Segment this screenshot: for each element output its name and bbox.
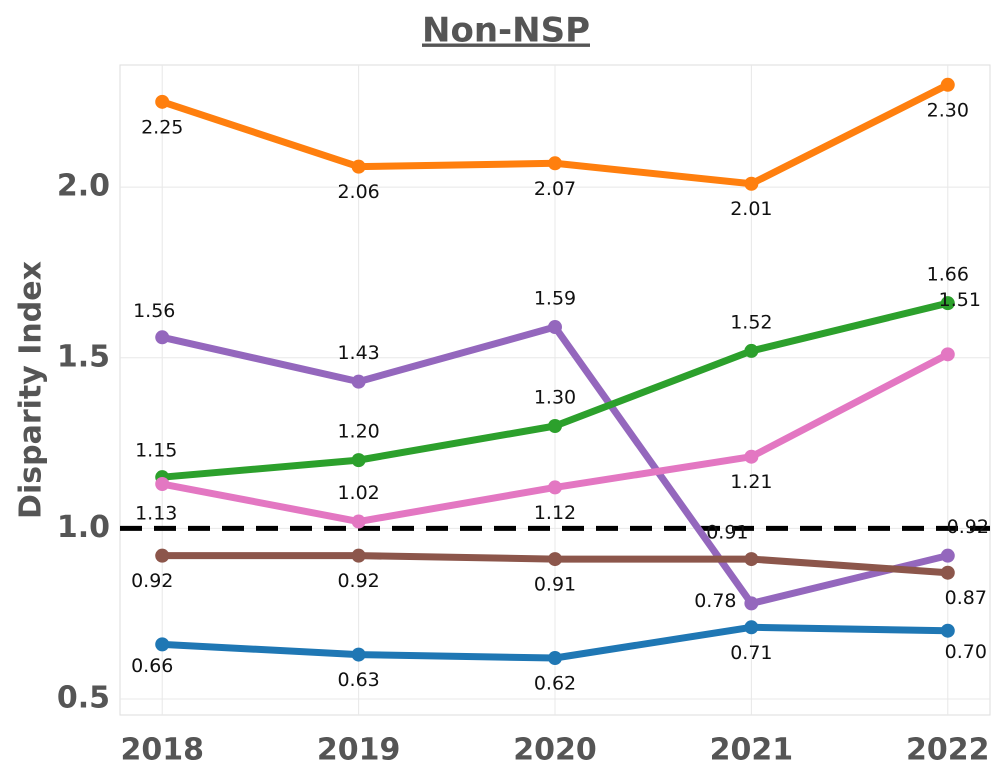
point (940, 548, 955, 563)
value-label: 0.91 (534, 574, 576, 596)
point (940, 623, 955, 638)
point (940, 77, 955, 92)
point (155, 94, 170, 109)
point (940, 296, 955, 311)
point (744, 449, 759, 464)
point (155, 330, 170, 345)
value-label: 1.30 (534, 386, 576, 408)
point (548, 480, 562, 495)
point (744, 620, 759, 635)
point (744, 176, 759, 191)
value-label: 1.15 (135, 440, 177, 462)
value-label: 1.51 (939, 289, 981, 311)
value-label: 2.01 (730, 198, 772, 220)
value-label: 2.25 (141, 116, 183, 138)
point (548, 418, 562, 433)
value-label: 1.52 (730, 311, 772, 333)
value-label: 0.91 (706, 522, 748, 544)
value-label: 0.92 (947, 516, 989, 538)
value-label: 0.66 (131, 655, 173, 677)
value-label: 1.13 (135, 503, 177, 525)
value-label: 1.43 (337, 342, 379, 364)
value-label: 2.06 (337, 181, 379, 203)
point (155, 548, 170, 563)
chart-title: Non-NSP (422, 11, 590, 51)
value-label: 1.02 (337, 482, 379, 504)
point (548, 651, 562, 666)
x-tick-label: 2019 (317, 733, 401, 768)
point (155, 637, 170, 652)
x-tick-label: 2021 (710, 733, 794, 768)
y-tick-label: 0.5 (57, 680, 110, 715)
value-label: 0.71 (730, 642, 772, 664)
point (155, 477, 170, 492)
value-label: 0.87 (945, 587, 987, 609)
value-label: 1.66 (927, 264, 969, 286)
value-label: 0.63 (337, 669, 379, 691)
point (351, 647, 366, 662)
point (351, 159, 366, 174)
point (940, 565, 955, 580)
value-label: 2.07 (534, 178, 576, 200)
point (744, 552, 759, 567)
point (351, 514, 366, 529)
y-tick-label: 2.0 (57, 169, 110, 204)
point (744, 343, 759, 358)
point (351, 453, 366, 468)
y-tick-label: 1.0 (57, 510, 110, 545)
value-label: 1.56 (133, 300, 175, 322)
value-label: 0.92 (131, 570, 173, 592)
y-tick-label: 1.5 (57, 339, 110, 374)
point (744, 596, 759, 611)
value-label: 1.21 (730, 471, 772, 493)
value-label: 0.70 (945, 641, 987, 663)
x-tick-label: 2018 (120, 733, 204, 768)
point (548, 156, 562, 171)
point (351, 374, 366, 389)
value-label: 0.62 (534, 673, 576, 695)
x-tick-label: 2020 (513, 733, 597, 768)
point (548, 320, 562, 335)
y-axis-label: Disparity Index (14, 261, 49, 519)
point (351, 548, 366, 563)
value-label: 1.12 (534, 502, 576, 524)
value-label: 2.30 (927, 99, 969, 121)
value-label: 0.78 (694, 590, 736, 612)
value-label: 0.92 (337, 570, 379, 592)
point (548, 552, 562, 567)
point (940, 347, 955, 362)
x-tick-label: 2022 (906, 733, 990, 768)
value-label: 1.20 (337, 421, 379, 443)
value-label: 1.59 (534, 288, 576, 310)
